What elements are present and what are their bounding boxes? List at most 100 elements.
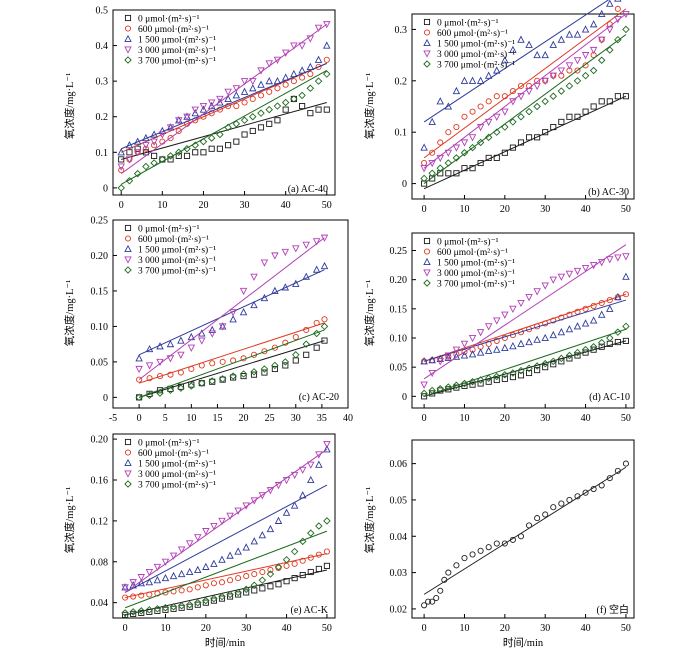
data-point-a-2-5: [158, 126, 167, 135]
data-point-b-0-20: [582, 108, 589, 115]
data-point-c-0-17: [313, 344, 320, 351]
data-point-a-3-12: [216, 95, 224, 104]
data-point-e-1-5: [162, 589, 169, 596]
legend-label-e-2: 1 500 μmol·(m²·s)⁻¹: [138, 459, 216, 470]
x-tick-label-d-1: 10: [459, 413, 469, 424]
data-point-b-4-7: [476, 138, 485, 147]
data-point-a-1-23: [307, 70, 314, 78]
data-point-e-0-11: [210, 597, 217, 604]
data-point-d-0-11: [509, 374, 516, 381]
data-point-f-0-1: [425, 598, 432, 605]
data-point-d-2-25: [622, 272, 630, 280]
data-point-b-4-18: [565, 82, 574, 90]
data-point-d-3-6: [468, 334, 477, 343]
data-point-a-0-12: [216, 145, 223, 152]
data-point-a-1-25: [323, 56, 330, 63]
plot-frame-d: [411, 232, 635, 409]
data-point-b-3-17: [557, 67, 566, 75]
data-point-a-0-23: [307, 110, 314, 117]
data-point-c-4-9: [229, 372, 237, 380]
data-point-c-0-11: [250, 371, 258, 378]
data-point-d-3-7: [476, 329, 485, 337]
fit-line-e-3: [124, 448, 328, 593]
data-point-c-4-15: [292, 351, 300, 359]
data-point-b-1-19: [574, 67, 581, 74]
data-point-a-4-6: [166, 152, 175, 160]
data-point-a-0-9: [192, 149, 199, 156]
y-axis-label-e: 氧浓度/mg·L⁻¹: [63, 487, 76, 553]
panel-label-f: (f) 空白: [597, 603, 630, 616]
data-point-e-4-15: [242, 585, 250, 594]
y-tick-label-e-2: 0.12: [91, 516, 109, 527]
data-point-e-2-16: [250, 537, 259, 545]
data-point-a-3-10: [199, 103, 208, 111]
data-point-c-3-13: [271, 252, 279, 260]
data-point-d-3-22: [597, 259, 606, 267]
data-point-a-4-11: [207, 134, 216, 142]
data-point-e-3-4: [153, 563, 162, 572]
data-point-a-1-17: [257, 92, 265, 99]
data-point-f-0-17: [534, 515, 541, 522]
data-point-b-2-1: [428, 117, 436, 125]
data-point-c-2-3: [166, 339, 175, 348]
data-point-d-2-0: [420, 357, 428, 365]
legend-marker-e-3: [124, 470, 132, 478]
data-point-e-3-21: [290, 471, 299, 480]
data-point-c-2-14: [281, 283, 290, 291]
data-point-a-0-3: [142, 149, 149, 156]
legend-marker-d-1: [423, 248, 431, 255]
data-point-a-2-22: [298, 66, 306, 74]
data-point-d-0-12: [517, 372, 525, 379]
data-point-a-4-14: [232, 120, 241, 128]
data-point-c-4-3: [166, 386, 175, 395]
data-point-c-0-12: [261, 369, 268, 376]
data-point-d-3-23: [606, 256, 614, 264]
data-point-e-2-9: [194, 565, 202, 574]
x-tick-label-c-0: -5: [109, 413, 117, 424]
data-point-e-0-25: [323, 562, 330, 569]
series-a-3: [117, 21, 331, 175]
data-point-a-2-13: [224, 94, 232, 102]
data-point-e-4-14: [234, 588, 242, 597]
series-b-3: [420, 10, 630, 173]
data-point-a-4-24: [314, 77, 323, 85]
data-point-e-1-16: [251, 570, 258, 578]
data-point-e-4-11: [210, 594, 218, 603]
y-axis-label-a: 氧浓度/mg·L⁻¹: [63, 73, 76, 139]
data-point-a-0-11: [208, 145, 215, 152]
fit-line-b-2: [423, 0, 610, 123]
data-point-b-3-24: [614, 16, 622, 24]
data-point-d-2-1: [428, 355, 436, 364]
data-point-f-0-25: [598, 482, 605, 489]
data-point-b-2-18: [565, 30, 574, 38]
x-tick-label-c-2: 5: [163, 413, 168, 424]
x-tick-label-e-5: 50: [322, 623, 332, 634]
legend-marker-d-3: [423, 269, 431, 277]
y-tick-label-d-0: 0: [402, 392, 407, 403]
data-point-b-3-23: [606, 26, 614, 34]
data-point-b-2-13: [525, 40, 533, 48]
data-point-b-3-19: [573, 57, 582, 65]
data-point-d-4-17: [557, 354, 566, 363]
data-point-e-1-4: [154, 590, 161, 597]
data-point-c-0-9: [230, 374, 237, 381]
y-axis-label-c: 氧浓度/mg·L⁻¹: [63, 280, 76, 346]
y-axis-label-d: 氧浓度/mg·L⁻¹: [363, 280, 376, 346]
data-point-b-3-15: [541, 77, 549, 85]
series-c-1: [136, 316, 328, 384]
data-point-b-4-8: [484, 133, 493, 142]
data-point-b-3-5: [460, 139, 469, 147]
data-point-e-1-21: [291, 560, 298, 567]
data-point-e-1-14: [235, 575, 242, 582]
data-point-e-2-12: [218, 555, 226, 563]
data-point-b-3-11: [509, 98, 517, 106]
x-tick-label-f-1: 10: [459, 623, 469, 634]
data-point-b-2-7: [476, 76, 485, 84]
data-point-e-4-9: [194, 598, 202, 607]
data-point-d-4-23: [606, 334, 614, 342]
chart-panel-b: (b) AC-30 0 10 20 30 40 50 0 0.1 0.2 0.3 0 μmol·(m…: [395, 0, 635, 215]
data-point-a-0-17: [257, 124, 265, 131]
data-point-d-0-10: [501, 375, 508, 382]
data-point-c-0-5: [188, 381, 195, 388]
